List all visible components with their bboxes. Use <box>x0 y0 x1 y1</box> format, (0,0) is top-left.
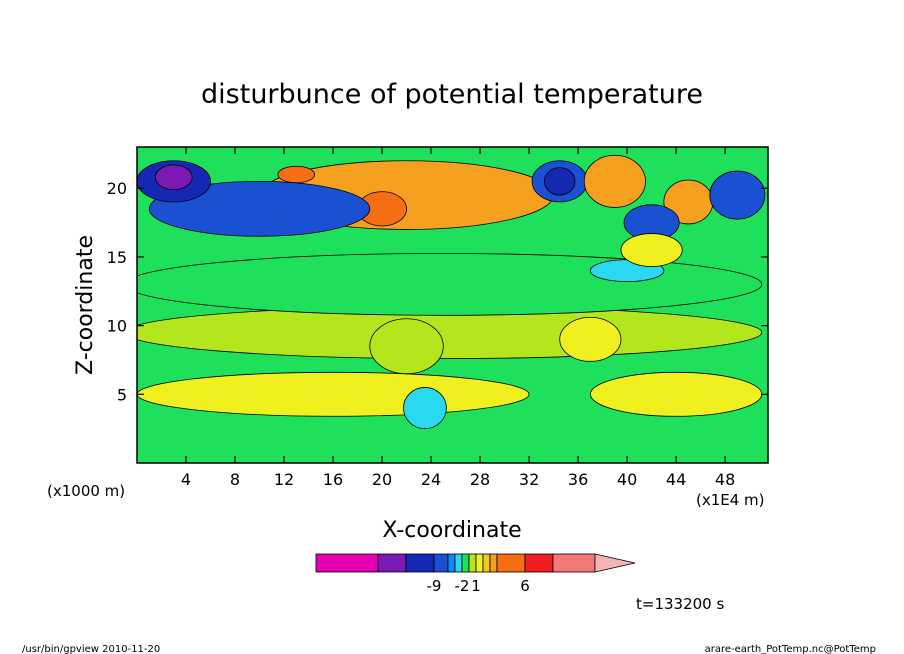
colorbar-segment-7 <box>468 553 477 573</box>
contour-region-10 <box>154 164 193 190</box>
contour-region-16 <box>709 170 766 220</box>
contour-region-18 <box>559 316 622 362</box>
contour-regions <box>137 154 766 430</box>
contour-region-13 <box>583 154 646 208</box>
colorbar-segment-11 <box>496 553 526 573</box>
colorbar-segment-12 <box>524 553 554 573</box>
program-info: /usr/bin/gpview 2010-11-20 <box>22 644 160 654</box>
x-tick-label-11: 48 <box>715 470 735 489</box>
y-tick-label-2: 15 <box>107 248 127 267</box>
colorbar-label-2: 1 <box>471 577 481 595</box>
source-info: arare-earth_PotTemp.nc@PotTemp <box>705 644 876 654</box>
contour-region-19 <box>369 318 444 375</box>
colorbar-segment-10 <box>489 553 498 573</box>
colorbar-segment-9 <box>482 553 491 573</box>
y-axis-label: Z-coordinate <box>73 235 98 375</box>
colorbar <box>315 553 636 573</box>
colorbar-segment-0 <box>315 553 379 573</box>
y-tick-label-1: 10 <box>107 317 127 336</box>
y-tick-label-0: 5 <box>117 385 127 404</box>
colorbar-segment-3 <box>433 553 449 573</box>
colorbar-arrow <box>594 553 636 573</box>
x-tick-label-1: 8 <box>230 470 240 489</box>
x-axis-ticks: 4 8 12 16 20 24 28 32 36 40 44 48 <box>181 147 735 489</box>
x-tick-label-2: 12 <box>274 470 294 489</box>
x-tick-label-5: 24 <box>421 470 441 489</box>
x-tick-label-3: 16 <box>323 470 343 489</box>
colorbar-segment-4 <box>447 553 456 573</box>
contour-region-20 <box>403 387 447 430</box>
x-tick-label-0: 4 <box>181 470 191 489</box>
x-tick-label-10: 44 <box>666 470 686 489</box>
colorbar-segment-6 <box>461 553 470 573</box>
x-tick-label-7: 32 <box>519 470 539 489</box>
x-tick-label-8: 36 <box>568 470 588 489</box>
colorbar-segment-1 <box>377 553 407 573</box>
contour-region-1 <box>589 371 763 417</box>
colorbar-labels: -9 -2 1 6 <box>427 577 530 595</box>
colorbar-segment-5 <box>454 553 463 573</box>
x-axis-label: X-coordinate <box>382 518 521 543</box>
colorbar-label-3: 6 <box>520 577 530 595</box>
y-axis-ticks: 5 10 15 20 <box>107 179 768 404</box>
contour-region-8 <box>148 180 371 237</box>
y-tick-label-3: 20 <box>107 179 127 198</box>
time-label: t=133200 s <box>636 595 724 613</box>
x-tick-label-9: 40 <box>617 470 637 489</box>
x-tick-label-4: 20 <box>372 470 392 489</box>
contour-region-7 <box>277 165 316 184</box>
chart-title: disturbunce of potential temperature <box>201 79 703 110</box>
plot-frame <box>136 146 769 464</box>
x-tick-label-6: 28 <box>470 470 490 489</box>
colorbar-segment-8 <box>475 553 484 573</box>
colorbar-segment-2 <box>405 553 435 573</box>
colorbar-label-0: -9 <box>427 577 442 595</box>
plot-area <box>137 147 768 463</box>
colorbar-label-1: -2 <box>455 577 470 595</box>
colorbar-segment-13 <box>552 553 596 573</box>
contour-region-0 <box>137 371 530 417</box>
x-unit-left: (x1000 m) <box>47 482 125 500</box>
contour-region-17 <box>620 233 683 267</box>
contour-region-12 <box>543 167 576 196</box>
x-unit-right: (x1E4 m) <box>696 491 765 509</box>
